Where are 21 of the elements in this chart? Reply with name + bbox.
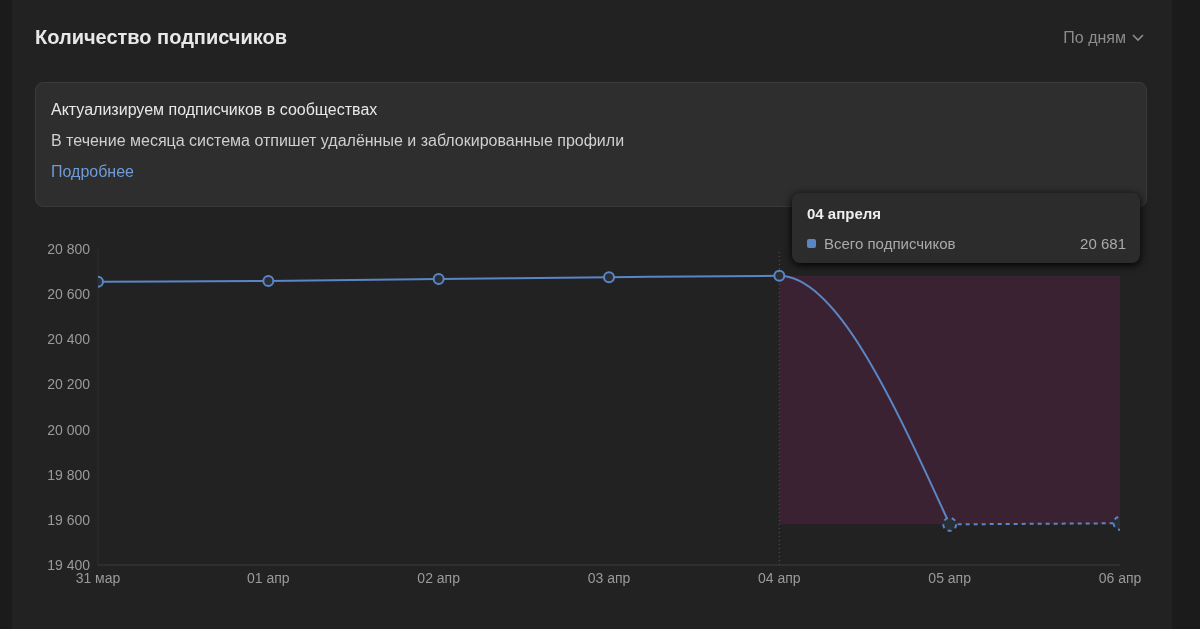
y-tick-label: 20 200	[47, 376, 91, 393]
text: По дням	[1063, 29, 1126, 47]
x-tick-label: 02 апр	[417, 569, 461, 586]
y-tick-label: 19 800	[47, 466, 91, 483]
legend-label: Всего подписчиков	[824, 235, 956, 252]
y-tick-label: 20 600	[47, 286, 91, 303]
text: Актуализируем подписчиков в сообществах	[51, 101, 378, 119]
x-tick-label: 01 апр	[247, 569, 290, 586]
y-tick-label: 20 400	[47, 331, 91, 348]
x-tick-label: 05 апр	[928, 569, 972, 586]
text: 04 апреля	[807, 205, 882, 222]
annotation: 20 681	[1080, 235, 1126, 252]
y-tick-label: 20 000	[47, 421, 91, 438]
x-tick-label: 06 апр	[1098, 569, 1142, 586]
x-tick-label: 04 апр	[758, 569, 801, 586]
chart-title: Количество подписчиков	[35, 26, 287, 49]
y-tick-label: 20 800	[47, 240, 91, 257]
x-tick-label: 03 апр	[587, 569, 631, 586]
text: В течение месяца система отпишет удалённые и заблокированные профили	[51, 132, 625, 150]
text: Подробнее	[51, 163, 134, 181]
y-tick-label: 19 600	[47, 511, 91, 528]
